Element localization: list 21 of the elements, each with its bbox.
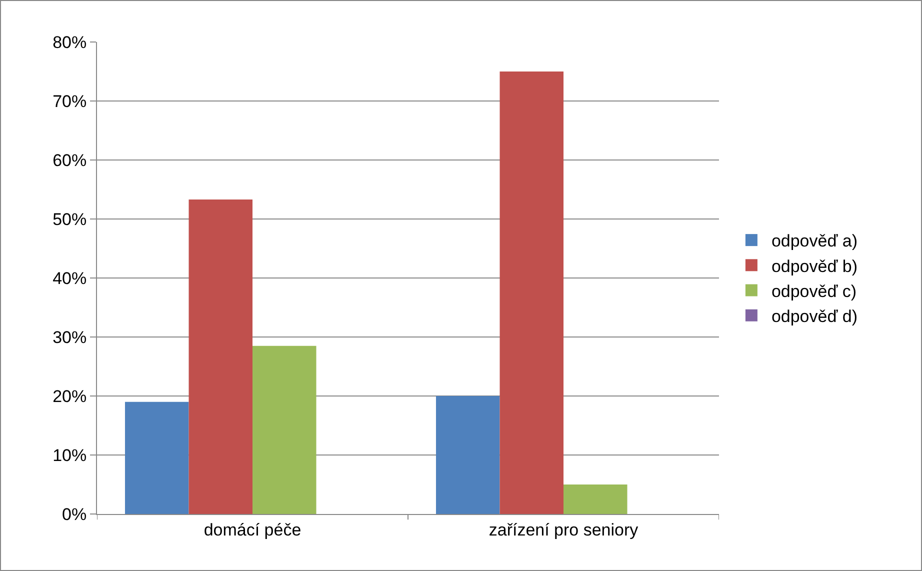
y-tick-label: 40%: [52, 268, 87, 288]
bar: [252, 346, 316, 514]
y-tick-label: 80%: [52, 32, 87, 52]
bar: [188, 200, 252, 514]
x-tick-label: domácí péče: [204, 520, 302, 540]
legend-label: odpověď c): [771, 282, 857, 301]
bar: [564, 484, 628, 514]
y-tick-label: 0%: [62, 504, 87, 524]
bar: [436, 396, 500, 514]
bar: [500, 72, 564, 514]
y-tick-label: 60%: [52, 150, 87, 170]
y-tick-label: 70%: [52, 92, 87, 111]
bar: [124, 402, 189, 514]
legend-label: odpověď d): [771, 306, 858, 326]
y-tick-label: 30%: [52, 328, 87, 347]
y-tick-label: 50%: [52, 210, 87, 229]
legend-label: odpověď a): [771, 232, 858, 251]
x-tick-label: zařízení pro seniory: [488, 520, 639, 540]
y-tick-label: 20%: [52, 386, 87, 406]
legend-label: odpověď b): [771, 256, 858, 276]
y-tick-label: 10%: [52, 446, 87, 465]
